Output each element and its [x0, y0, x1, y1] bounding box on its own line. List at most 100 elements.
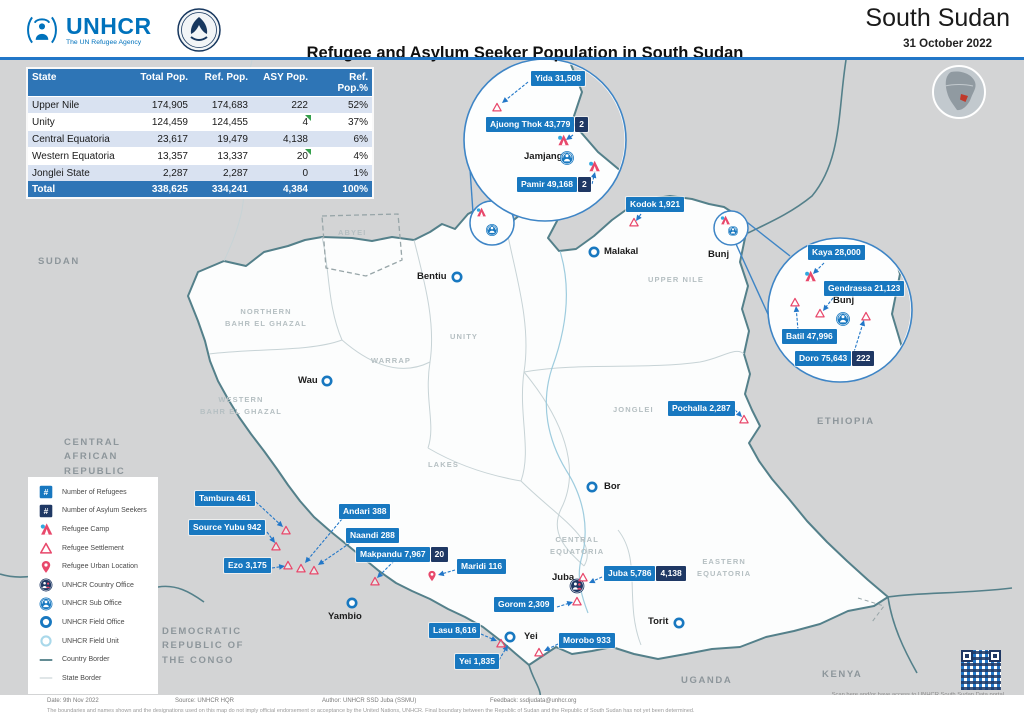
- cell-asy: 4,138: [282, 133, 308, 145]
- globe-locator-icon: [931, 64, 987, 120]
- settlement-marker: [309, 565, 320, 576]
- cell-total: 124,459: [151, 116, 188, 128]
- cell-total: 174,905: [151, 99, 188, 111]
- refugee-count: Maridi 116: [457, 559, 507, 574]
- sub-office-marker: [486, 224, 499, 237]
- rivers: [545, 250, 589, 614]
- refugee-count: Batil 47,996: [782, 329, 837, 344]
- state-label: UPPER NILE: [648, 275, 705, 284]
- settlement-marker: [572, 596, 583, 607]
- legend-icon: [39, 541, 53, 555]
- refugee-count: Kodok 1,921: [626, 197, 685, 212]
- cell-pct: 6%: [353, 133, 368, 145]
- camp-marker: [588, 160, 601, 173]
- field-office-marker: [588, 246, 601, 259]
- legend-item: UNHCR Sub Office: [32, 595, 154, 614]
- city-label: Juba: [552, 572, 575, 583]
- unhcr-logo-tagline: The UN Refugee Agency: [66, 38, 142, 46]
- total-ref: 334,241: [211, 183, 248, 195]
- legend-label: UNHCR Field Unit: [62, 637, 119, 645]
- population-label: Maridi 116: [457, 559, 507, 574]
- cell-asy: 20: [252, 148, 312, 164]
- total-asy: 4,384: [282, 183, 308, 195]
- settlement-marker: [271, 541, 282, 552]
- header: UNHCR The UN Refugee Agency Refugee and …: [0, 0, 1024, 62]
- legend-icon: [39, 653, 53, 667]
- settlement-marker: [629, 217, 640, 228]
- legend-label: Number of Refugees: [62, 488, 127, 496]
- population-label: Ajuong Thok 43,779 2: [486, 117, 589, 132]
- refugee-count: Kaya 28,000: [808, 245, 865, 260]
- cell-ref: 19,479: [217, 133, 248, 145]
- legend-icon: [39, 485, 53, 499]
- legend-label: Country Border: [62, 656, 110, 664]
- legend-label: Refugee Urban Location: [62, 563, 138, 571]
- city-label: Yambio: [328, 611, 362, 622]
- legend-label: Refugee Settlement: [62, 544, 124, 552]
- population-label: Morobo 933: [559, 633, 615, 648]
- refugee-count: Pamir 49,168: [517, 177, 577, 192]
- population-label: Doro 75,643 222: [795, 351, 875, 366]
- population-table: State Total Pop. Ref. Pop. ASY Pop. Ref.…: [28, 69, 372, 197]
- col-total-pop: Total Pop.: [140, 71, 188, 83]
- report-date: 31 October 2022: [903, 38, 992, 50]
- asylum-count-badge: 2: [575, 117, 589, 132]
- cell-total: 2,287: [162, 167, 188, 179]
- country-label: ETHIOPIA: [817, 416, 875, 427]
- country-label: KENYA: [822, 669, 863, 680]
- legend-icon: [39, 634, 53, 648]
- refugee-count: Andari 388: [339, 504, 391, 519]
- population-label: Source Yubu 942: [189, 520, 266, 535]
- settlement-marker: [283, 560, 294, 571]
- population-label: Gorom 2,309: [494, 597, 554, 612]
- urban-marker: [426, 570, 438, 582]
- settlement-marker: [578, 572, 589, 583]
- cell-total: 13,357: [157, 150, 188, 162]
- cell-state: Unity: [32, 116, 55, 128]
- table-row: Central Equatoria 23,617 19,479 4,138 6%: [28, 130, 372, 147]
- population-label: Pochalla 2,287: [668, 401, 735, 416]
- cell-ref: 2,287: [222, 167, 248, 179]
- footer-feedback: Feedback: ssdjudata@unhcr.org: [490, 698, 577, 704]
- legend-item: UNHCR Field Unit: [32, 632, 154, 651]
- population-label: Yei 1,835: [455, 654, 499, 669]
- label-arrows: [255, 81, 865, 661]
- legend-item: Number of Refugees: [32, 483, 154, 502]
- abyei-region: [321, 213, 403, 277]
- col-ref-pct: Ref. Pop.%: [337, 71, 368, 94]
- state-label: CENTRAL EQUATORIA: [550, 535, 605, 556]
- population-label: Gendrassa 21,123: [824, 281, 905, 296]
- cell-asy: 4: [252, 114, 312, 130]
- unhcr-logo: UNHCR The UN Refugee Agency: [24, 11, 152, 49]
- sub-office-marker: [560, 151, 575, 166]
- legend-icon: [39, 560, 53, 574]
- cell-state: Upper Nile: [32, 99, 80, 111]
- refugee-count: Yida 31,508: [531, 71, 585, 86]
- city-label: Yei: [524, 631, 538, 642]
- legend-label: UNHCR Country Office: [62, 581, 134, 589]
- country-label: DEMOCRATIC REPUBLIC OF THE CONGO: [162, 626, 244, 666]
- settlement-marker: [739, 414, 750, 425]
- refugee-count: Ajuong Thok 43,779: [486, 117, 575, 132]
- legend-label: Refugee Camp: [62, 525, 110, 533]
- population-label: Kodok 1,921: [626, 197, 685, 212]
- camp-marker: [720, 215, 731, 226]
- population-label: Naandi 288: [346, 528, 399, 543]
- country-label: SUDAN: [38, 256, 80, 267]
- legend-icon: [39, 504, 53, 518]
- country-label: UGANDA: [681, 675, 733, 686]
- population-label: Ezo 3,175: [224, 558, 271, 573]
- country-label: CENTRAL AFRICAN REPUBLIC: [64, 437, 126, 477]
- refugee-count: Makpandu 7,967: [356, 547, 430, 562]
- population-label: Kaya 28,000: [808, 245, 865, 260]
- state-label: NORTHERN BAHR EL GHAZAL: [225, 307, 307, 328]
- total-pop: 338,625: [151, 183, 188, 195]
- cell-asy: 0: [302, 167, 308, 179]
- legend-icon: [39, 597, 53, 611]
- state-label: LAKES: [428, 460, 459, 469]
- refugee-count: Gendrassa 21,123: [824, 281, 905, 296]
- asylum-count-badge: 2: [577, 177, 591, 192]
- camp-marker: [804, 270, 817, 283]
- state-label: EASTERN EQUATORIA: [697, 557, 752, 578]
- legend-icon: [39, 671, 53, 685]
